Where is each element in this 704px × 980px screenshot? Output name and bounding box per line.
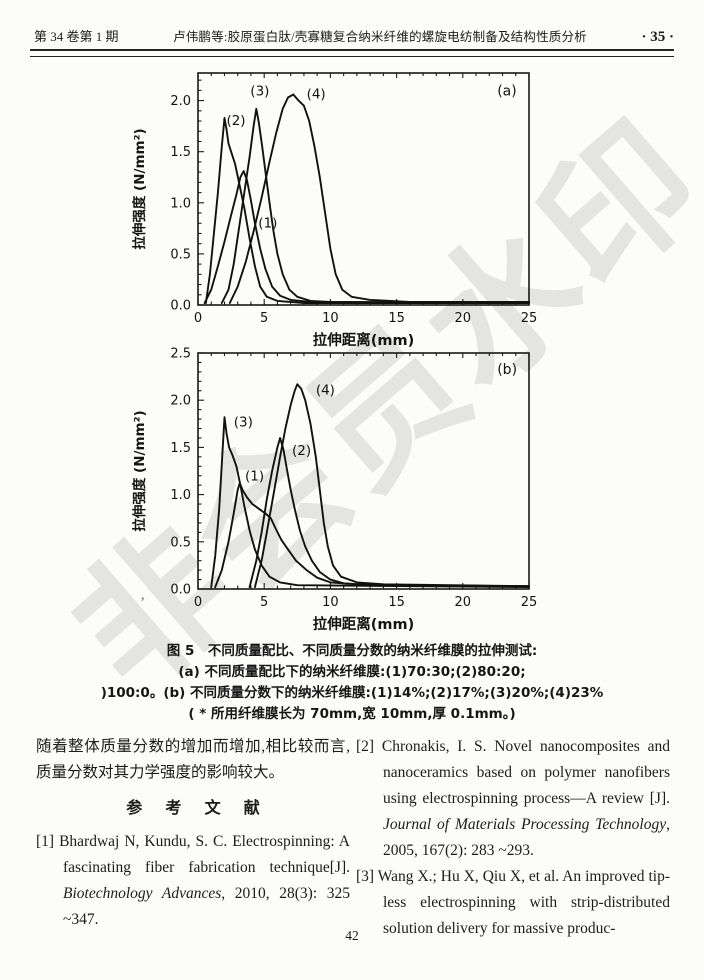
svg-text:20: 20 bbox=[455, 311, 472, 326]
svg-text:10: 10 bbox=[322, 311, 339, 326]
svg-text:15: 15 bbox=[388, 595, 405, 610]
figure-caption-line-3: )100:0。(b) 不同质量分数下的纳米纤维膜:(1)14%;(2)17%;(… bbox=[100, 685, 604, 701]
tensile-chart-panel-b: 0 5 10 15 20 25 0.0 0.5 1.0 1.5 2.0 2.5 (1) (2) (3) (4)… bbox=[131, 347, 538, 634]
header-article-title: 卢伟鹏等:胶原蛋白肽/壳寡糖复合纳米纤维的螺旋电纺制备及结构性质分析 bbox=[173, 30, 587, 44]
svg-text:25: 25 bbox=[521, 311, 538, 326]
svg-text:1.0: 1.0 bbox=[170, 196, 191, 211]
svg-text:0.5: 0.5 bbox=[170, 247, 191, 262]
svg-text:2.0: 2.0 bbox=[170, 94, 191, 109]
svg-text:(1): (1) bbox=[245, 468, 264, 484]
figure-caption: 图 5 不同质量配比、不同质量分数的纳米纤维膜的拉伸测试: (a) 不同质量配比… bbox=[0, 641, 704, 725]
svg-text:0.0: 0.0 bbox=[170, 299, 191, 314]
svg-text:20: 20 bbox=[455, 595, 472, 610]
svg-text:5: 5 bbox=[260, 595, 268, 610]
svg-text:0.5: 0.5 bbox=[170, 535, 191, 550]
header-double-rule bbox=[30, 49, 674, 57]
figure-caption-line-1: 图 5 不同质量配比、不同质量分数的纳米纤维膜的拉伸测试: bbox=[166, 643, 538, 659]
svg-text:25: 25 bbox=[521, 595, 538, 610]
svg-text:(2): (2) bbox=[226, 113, 245, 129]
svg-text:拉伸强度 (N/mm²): 拉伸强度 (N/mm²) bbox=[131, 410, 148, 531]
svg-text:(3): (3) bbox=[250, 83, 269, 99]
svg-text:10: 10 bbox=[322, 595, 339, 610]
reference-item-1: [1] Bhardwaj N, Kundu, S. C. Electrospin… bbox=[36, 833, 350, 928]
svg-text:(4): (4) bbox=[307, 87, 326, 103]
svg-text:0: 0 bbox=[194, 311, 202, 326]
svg-text:(b): (b) bbox=[497, 362, 517, 378]
svg-text:1.0: 1.0 bbox=[170, 488, 191, 503]
svg-text:(4): (4) bbox=[316, 383, 335, 399]
svg-text:拉伸距离(mm): 拉伸距离(mm) bbox=[313, 615, 414, 633]
svg-text:拉伸距离(mm): 拉伸距离(mm) bbox=[313, 331, 414, 349]
svg-text:0: 0 bbox=[194, 595, 202, 610]
header-issue: 第 34 卷第 1 期 bbox=[34, 29, 119, 44]
svg-text:(a): (a) bbox=[497, 83, 517, 99]
reference-item-2: [2] Chronakis, I. S. Novel nanocomposite… bbox=[356, 738, 670, 859]
svg-text:(3): (3) bbox=[234, 415, 253, 431]
scan-artifact-comma: , bbox=[141, 588, 145, 603]
svg-text:15: 15 bbox=[388, 311, 405, 326]
tensile-chart-panel-a: 0 5 10 15 20 25 0.0 0.5 1.0 1.5 2.0 (1) (2) (3) (4) (a)… bbox=[131, 72, 538, 349]
svg-text:(1): (1) bbox=[258, 215, 277, 231]
left-column: 随着整体质量分数的增加而增加,相比较而言,质量分数对其力学强度的影响较大。 参 … bbox=[36, 734, 350, 933]
body-paragraph: 随着整体质量分数的增加而增加,相比较而言,质量分数对其力学强度的影响较大。 bbox=[36, 738, 350, 781]
page-number: 42 bbox=[345, 928, 359, 943]
reference-item-3: [3] Wang X.; Hu X, Qiu X, et al. An impr… bbox=[356, 868, 670, 937]
header-page-marker: · 35 · bbox=[641, 29, 674, 45]
svg-text:拉伸强度 (N/mm²): 拉伸强度 (N/mm²) bbox=[131, 128, 148, 249]
svg-text:(2): (2) bbox=[292, 443, 311, 459]
svg-text:1.5: 1.5 bbox=[170, 145, 191, 160]
svg-text:2.5: 2.5 bbox=[170, 347, 191, 362]
page-header: 第 34 卷第 1 期 卢伟鹏等:胶原蛋白肽/壳寡糖复合纳米纤维的螺旋电纺制备及… bbox=[34, 26, 674, 46]
figure-caption-line-2: (a) 不同质量配比下的纳米纤维膜:(1)70:30;(2)80:20; bbox=[178, 664, 526, 680]
figure-caption-line-4: ( * 所用纤维膜长为 70mm,宽 10mm,厚 0.1mm。) bbox=[188, 706, 516, 722]
right-column: [2] Chronakis, I. S. Novel nanocomposite… bbox=[356, 734, 670, 942]
references-heading: 参 考 文 献 bbox=[126, 798, 269, 817]
svg-text:0.0: 0.0 bbox=[170, 583, 191, 598]
svg-text:2.0: 2.0 bbox=[170, 394, 191, 409]
svg-text:5: 5 bbox=[260, 311, 268, 326]
svg-text:1.5: 1.5 bbox=[170, 441, 191, 456]
